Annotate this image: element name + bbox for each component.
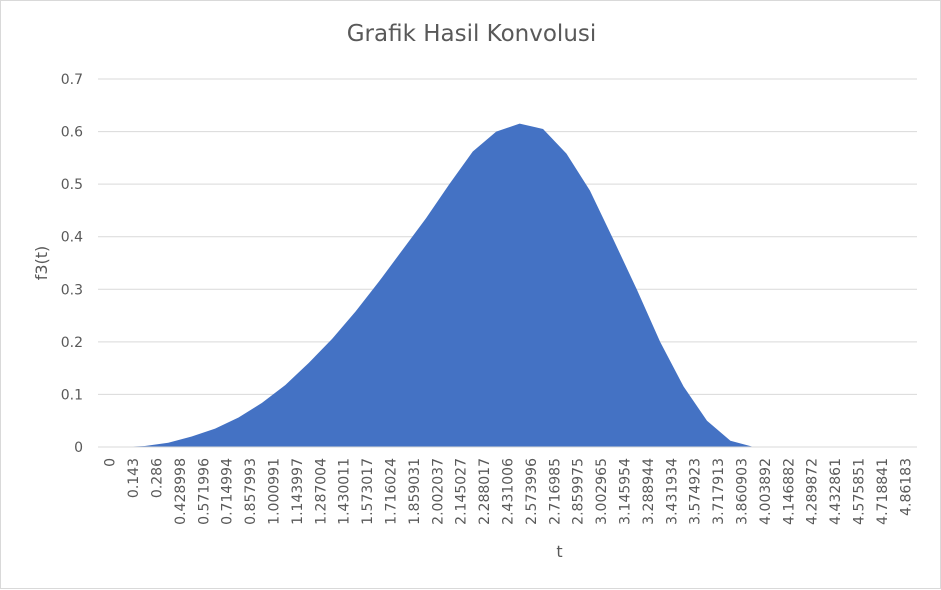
x-tick-label: 4.718841: [875, 458, 891, 525]
x-tick-label: 3.288944: [641, 458, 657, 525]
x-tick-label: 1.287004: [313, 458, 329, 525]
x-tick-label: 1.859031: [407, 458, 423, 525]
x-tick-label: 0.428998: [173, 458, 189, 525]
x-tick-label: 4.86183: [898, 458, 914, 516]
x-axis-label: t: [556, 542, 562, 561]
x-tick-label: 0.143: [126, 458, 142, 498]
x-tick-label: 1.000991: [267, 458, 283, 525]
x-tick-label: 2.002037: [430, 458, 446, 525]
x-tick-label: 0.714994: [220, 458, 236, 525]
x-tick-label: 0.571996: [196, 458, 212, 525]
x-tick-label: 2.716985: [547, 458, 563, 525]
x-tick-label: 2.573996: [524, 458, 540, 525]
y-tick-label: 0.3: [61, 282, 83, 298]
y-axis-label: f3(t): [32, 246, 51, 281]
x-tick-label: 1.430011: [337, 458, 353, 525]
chart-title: Grafik Hasil Konvolusi: [346, 21, 597, 47]
x-tick-label: 4.575851: [852, 458, 868, 525]
x-tick-label: 0: [103, 458, 119, 467]
x-tick-label: 4.289872: [805, 458, 821, 525]
x-tick-label: 4.003892: [758, 458, 774, 525]
x-tick-label: 3.145954: [618, 458, 634, 525]
x-tick-label: 3.002965: [594, 458, 610, 525]
x-tick-label: 2.859975: [571, 458, 587, 525]
x-tick-label: 3.431934: [664, 458, 680, 525]
y-tick-label: 0.5: [61, 177, 83, 193]
y-tick-label: 0.4: [61, 230, 83, 246]
y-tick-label: 0: [74, 440, 83, 456]
y-tick-label: 0.7: [61, 72, 83, 88]
x-tick-label: 0.857993: [243, 458, 259, 525]
x-tick-label: 1.143997: [290, 458, 306, 525]
y-tick-label: 0.2: [61, 335, 83, 351]
area-series: [98, 123, 917, 447]
y-tick-label: 0.1: [61, 387, 83, 403]
x-tick-label: 2.145027: [454, 458, 470, 525]
x-tick-label: 2.288017: [477, 458, 493, 525]
x-tick-label: 2.431006: [501, 458, 517, 525]
x-tick-label: 3.717913: [711, 458, 727, 525]
x-tick-label: 0.286: [150, 458, 166, 498]
x-tick-label: 4.432861: [828, 458, 844, 525]
x-tick-label: 3.860903: [735, 458, 751, 525]
x-tick-label: 1.573017: [360, 458, 376, 525]
x-tick-label: 3.574923: [688, 458, 704, 525]
y-tick-label: 0.6: [61, 125, 83, 141]
x-tick-label: 4.146882: [781, 458, 797, 525]
x-tick-label: 1.716024: [384, 458, 400, 525]
